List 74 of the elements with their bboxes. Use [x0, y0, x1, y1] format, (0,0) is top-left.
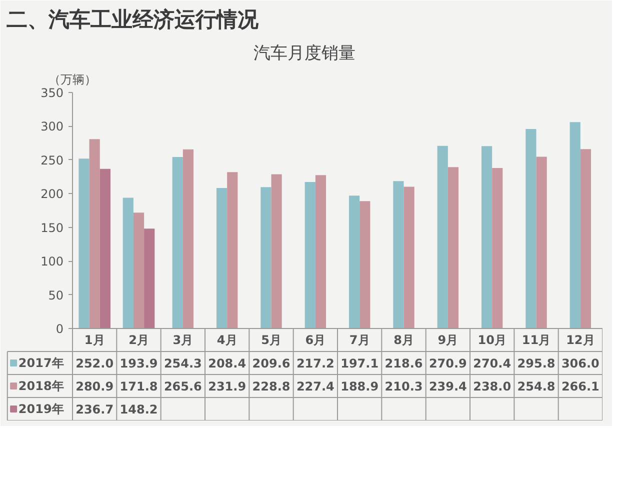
bar — [492, 168, 503, 328]
bar — [315, 175, 326, 328]
data-label: 254.3 — [164, 356, 202, 370]
data-label: 227.4 — [296, 380, 334, 394]
bar — [437, 146, 448, 328]
legend-label: 2017年 — [18, 356, 64, 370]
bar — [360, 201, 370, 328]
data-label: 270.4 — [473, 356, 512, 370]
bar — [144, 228, 155, 328]
bar — [348, 196, 360, 328]
bar — [260, 187, 272, 328]
data-label: 188.9 — [340, 380, 379, 394]
chart-subtitle: 汽车月度销量 — [254, 44, 356, 64]
bar — [448, 167, 459, 328]
x-tick-label: 8月 — [394, 333, 414, 347]
x-tick-label: 4月 — [216, 333, 238, 347]
legend-label: 2019年 — [18, 402, 64, 416]
bar — [271, 174, 282, 328]
bar — [404, 186, 414, 328]
chart-title: 二、汽车工业经济运行情况 — [6, 8, 260, 32]
bar — [100, 168, 110, 328]
y-tick-label: 50 — [48, 288, 64, 302]
data-label: 270.9 — [428, 356, 467, 370]
bar — [570, 122, 580, 328]
x-tick-label: 3月 — [172, 333, 194, 347]
bar — [536, 156, 547, 328]
data-label: 236.7 — [76, 402, 114, 416]
y-tick-label: 200 — [40, 187, 64, 202]
x-tick-label: 9月 — [438, 333, 458, 347]
legend-label: 2018年 — [18, 379, 64, 393]
y-tick-label: 250 — [40, 153, 64, 168]
x-tick-label: 11月 — [522, 333, 551, 347]
data-label: 171.8 — [120, 380, 158, 394]
data-label: 238.0 — [473, 380, 512, 394]
x-tick-label: 7月 — [349, 333, 370, 347]
data-label: 254.8 — [517, 380, 556, 394]
y-tick-label: 0 — [56, 322, 64, 336]
data-label: 239.4 — [428, 380, 467, 394]
x-tick-label: 5月 — [261, 333, 282, 347]
x-tick-label: 12月 — [566, 333, 595, 347]
data-label: 306.0 — [561, 356, 600, 370]
bar — [172, 157, 183, 328]
y-tick-label: 350 — [40, 86, 64, 100]
bar — [481, 146, 492, 328]
data-label: 266.1 — [561, 380, 600, 394]
x-tick-label: 2月 — [128, 333, 149, 347]
bar — [216, 188, 228, 328]
data-label: 210.3 — [384, 380, 423, 394]
y-tick-label: 150 — [40, 220, 64, 235]
y-tick-label: 100 — [40, 254, 64, 269]
data-label: 295.8 — [517, 356, 556, 370]
data-label: 217.2 — [296, 356, 334, 370]
bar — [393, 181, 404, 328]
bar — [526, 129, 536, 328]
bar — [227, 172, 238, 328]
x-tick-label: 10月 — [478, 333, 506, 347]
x-tick-label: 1月 — [84, 333, 105, 347]
data-label: 208.4 — [208, 356, 246, 370]
data-label: 265.6 — [164, 380, 202, 394]
data-label: 193.9 — [120, 356, 158, 370]
data-label: 197.1 — [340, 356, 379, 370]
y-tick-label: 300 — [40, 120, 64, 134]
bar — [182, 149, 194, 328]
data-label: 280.9 — [76, 380, 114, 394]
x-tick-label: 6月 — [305, 333, 326, 347]
bar — [304, 182, 316, 328]
data-label: 148.2 — [120, 402, 158, 416]
data-label: 218.6 — [384, 356, 423, 370]
data-label: 209.6 — [252, 356, 290, 370]
y-axis-title: （万辆） — [48, 72, 96, 86]
bar — [580, 149, 592, 328]
data-label: 228.8 — [252, 380, 290, 394]
data-label: 231.9 — [208, 380, 246, 394]
data-label: 252.0 — [76, 356, 114, 370]
